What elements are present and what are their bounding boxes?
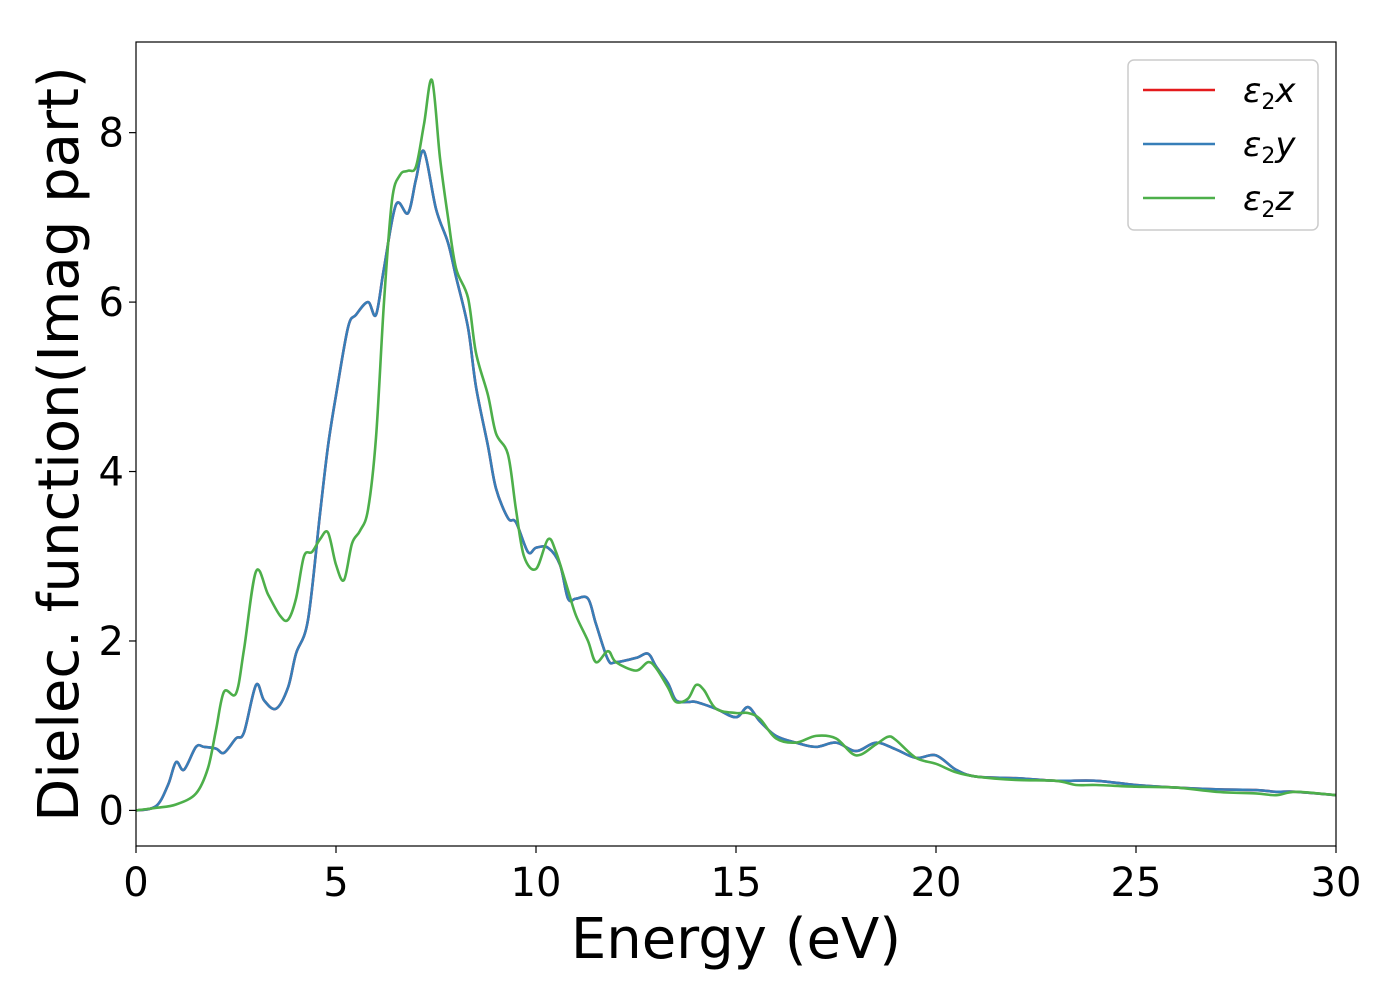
legend-label-1: ε2x <box>1243 71 1296 115</box>
x-tick-label: 5 <box>323 860 348 906</box>
y-tick-label: 6 <box>99 280 124 326</box>
series-layer <box>135 78 1337 812</box>
legend-label-3: ε2z <box>1243 179 1294 223</box>
legend-box <box>1127 59 1319 231</box>
y-tick-label: 8 <box>99 111 124 157</box>
x-tick-label: 30 <box>1311 860 1362 906</box>
legend-items: ε2x ε2y ε2z <box>1143 71 1296 223</box>
x-tick-label: 25 <box>1111 860 1162 906</box>
series-line-3 <box>135 78 1337 812</box>
y-axis-ticks: 0 2 4 6 8 <box>99 111 136 834</box>
legend-label-2: ε2y <box>1243 125 1296 169</box>
y-tick-label: 4 <box>99 450 124 496</box>
x-axis-ticks: 0 5 10 15 20 25 30 <box>123 846 1361 906</box>
legend: ε2x ε2y ε2z <box>1127 59 1319 231</box>
x-tick-label: 20 <box>911 860 962 906</box>
x-axis-label: Energy (eV) <box>571 907 901 972</box>
x-tick-label: 15 <box>711 860 762 906</box>
x-tick-label: 10 <box>511 860 562 906</box>
x-tick-label: 0 <box>123 860 148 906</box>
y-axis-label: Dielec. function(Imag part) <box>27 66 92 822</box>
y-tick-label: 0 <box>99 788 124 834</box>
series-line-2 <box>135 149 1337 812</box>
y-tick-label: 2 <box>99 619 124 665</box>
